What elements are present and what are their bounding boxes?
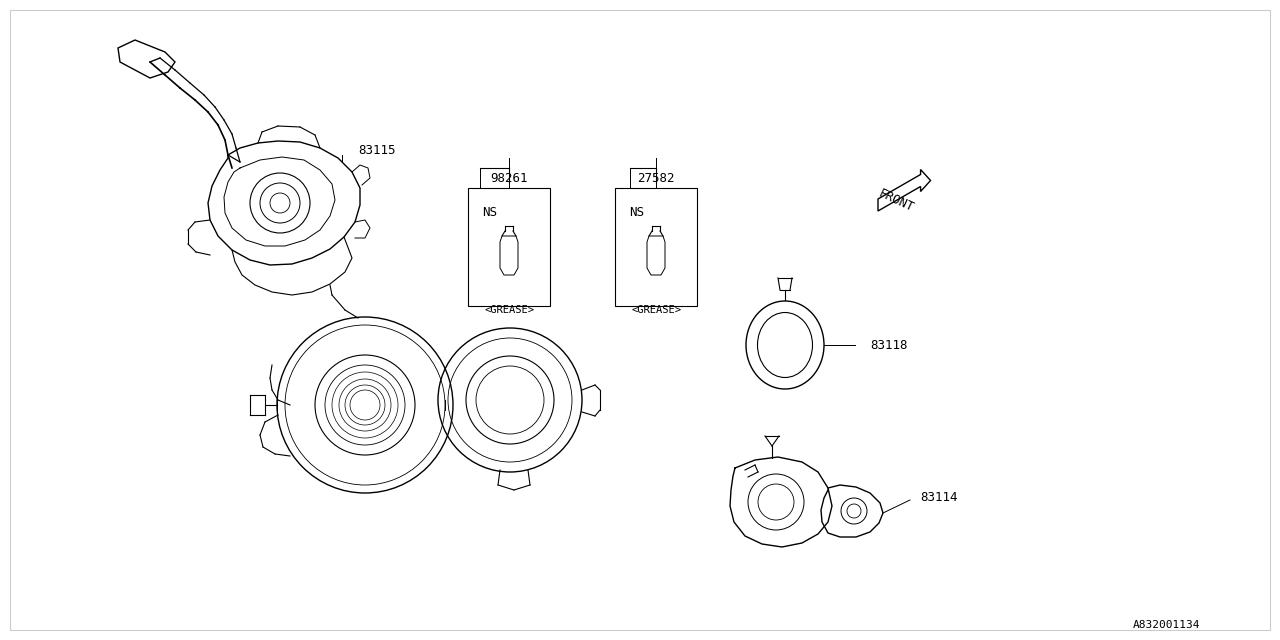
Text: <GREASE>: <GREASE> — [484, 305, 534, 315]
Text: NS: NS — [630, 205, 645, 218]
Bar — [468, 188, 550, 306]
Text: 83114: 83114 — [920, 490, 957, 504]
Text: A832001134: A832001134 — [1133, 620, 1201, 630]
Text: NS: NS — [483, 205, 498, 218]
Text: 27582: 27582 — [637, 172, 675, 184]
Text: 83115: 83115 — [358, 143, 396, 157]
Text: <GREASE>: <GREASE> — [631, 305, 681, 315]
Text: 98261: 98261 — [490, 172, 527, 184]
Polygon shape — [500, 236, 518, 275]
Polygon shape — [646, 236, 666, 275]
Text: 83118: 83118 — [870, 339, 908, 351]
Text: FRONT: FRONT — [877, 187, 915, 214]
Bar — [614, 188, 698, 306]
Polygon shape — [878, 170, 931, 211]
